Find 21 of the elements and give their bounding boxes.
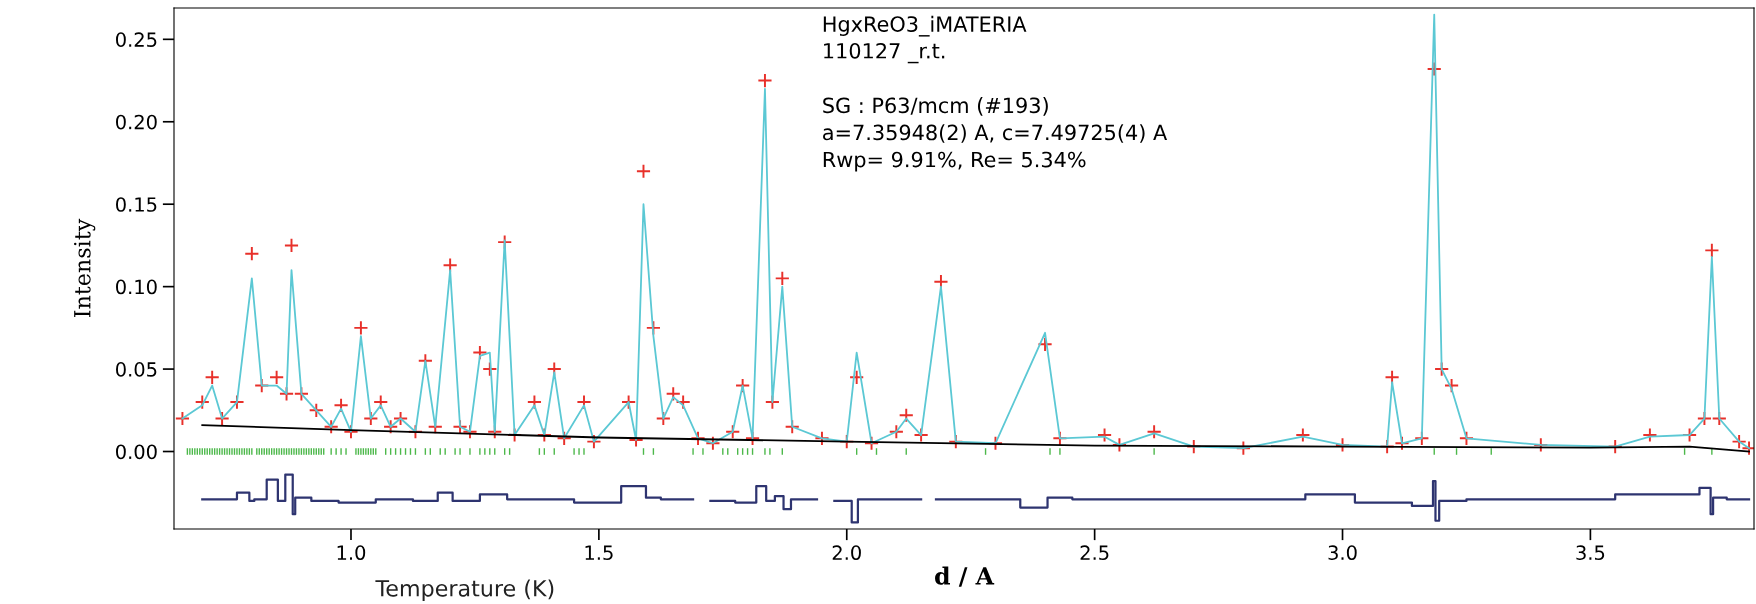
x-tick-label: 3.0 [1328,545,1357,561]
annotation: HgxReO3_iMATERIA [823,15,1027,37]
y-tick-label: 0.05 [116,362,157,377]
annotation: SG : P63/mcm (#193) [823,97,1048,116]
y-tick-label: 0.10 [116,279,157,295]
x-tick-label: 1.0 [337,545,366,561]
x-tick-label: 2.0 [832,545,861,561]
y-tick-label: 0.25 [116,32,157,47]
annotation: 110127 _r.t. [824,42,945,64]
y-axis-title: Intensity [74,218,96,318]
annotation: a=7.35948(2) A, c=7.49725(4) A [823,124,1168,143]
y-tick-label: 0.00 [116,444,157,460]
x-tick-label: 2.5 [1080,545,1109,561]
line-series [201,424,1750,453]
x-tick-label: 3.5 [1576,545,1605,561]
y-tick-label: 0.15 [116,197,157,212]
text: Temperature (K) [375,579,554,601]
y-tick-label: 0.20 [116,114,157,130]
x-axis-title: d / A [935,566,995,587]
x-tick-label: 1.5 [585,545,613,561]
annotation: Rwp= 9.91%, Re= 5.34% [823,151,1086,172]
